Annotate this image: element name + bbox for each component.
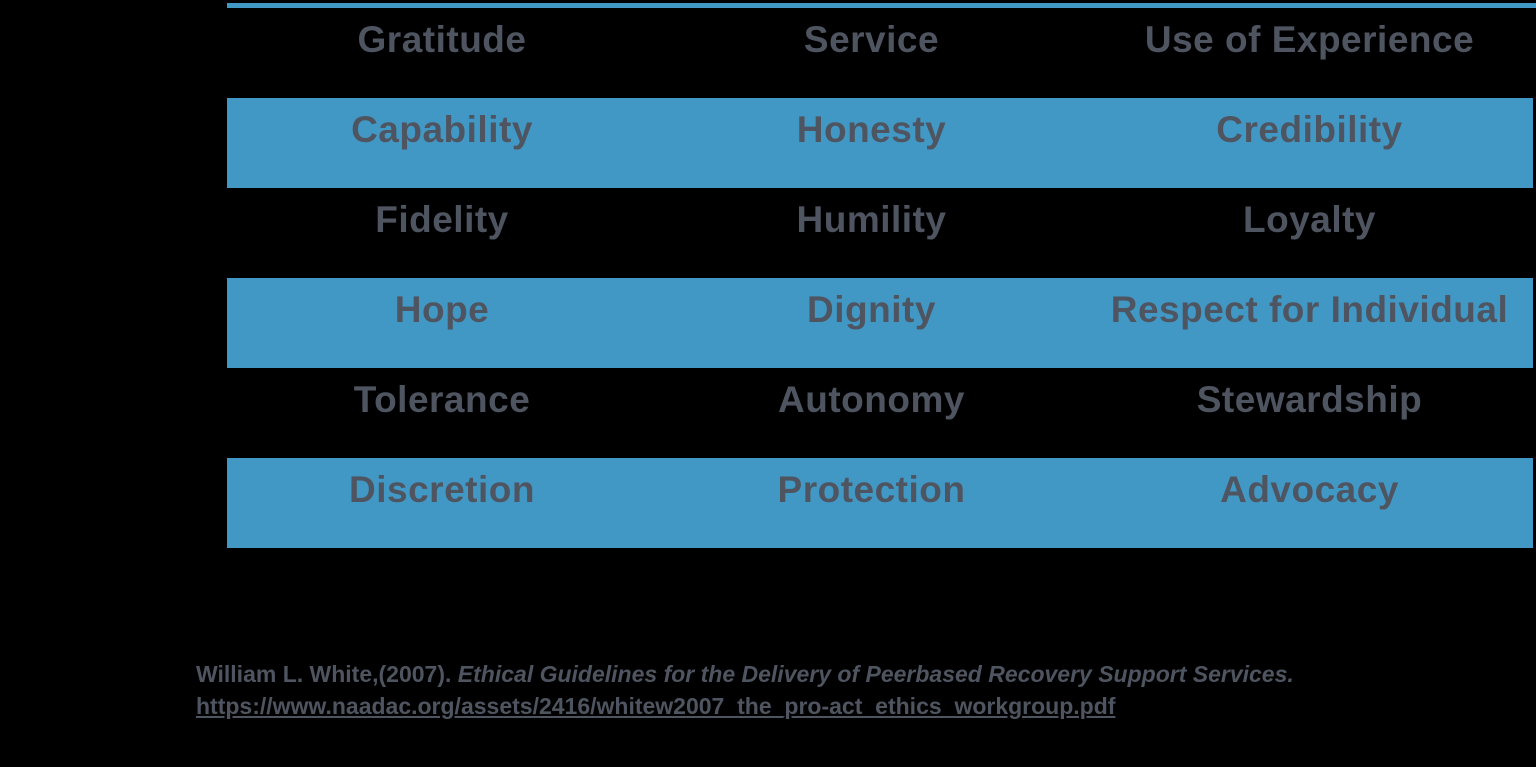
table-cell: Stewardship — [1196, 379, 1423, 420]
table-cell: Autonomy — [778, 379, 965, 420]
citation: William L. White,(2007). Ethical Guideli… — [196, 658, 1346, 722]
table-cell: Respect for Individual — [1110, 289, 1509, 330]
table-cell: Humility — [796, 199, 947, 240]
table-cell: Credibility — [1216, 109, 1403, 150]
table-cell: Fidelity — [375, 199, 509, 240]
table-top-border — [227, 3, 1536, 8]
citation-author: William L. White,(2007). — [196, 661, 458, 687]
table-row: Fidelity Humility Loyalty — [227, 188, 1533, 278]
table-cell: Advocacy — [1220, 469, 1399, 510]
table-cell: Capability — [351, 109, 533, 150]
table-row: Hope Dignity Respect for Individual — [227, 278, 1533, 368]
table-row: Gratitude Service Use of Experience — [227, 8, 1533, 98]
table-cell: Gratitude — [357, 19, 527, 60]
citation-reference-line: William L. White,(2007). Ethical Guideli… — [196, 658, 1346, 690]
table-cell: Hope — [394, 289, 490, 330]
table-cell: Tolerance — [353, 379, 531, 420]
citation-title: Ethical Guidelines for the Delivery of P… — [457, 661, 1294, 687]
table-cell: Honesty — [796, 109, 947, 150]
table-row: Discretion Protection Advocacy — [227, 458, 1533, 548]
table-cell: Use of Experience — [1144, 19, 1475, 60]
table-cell: Loyalty — [1242, 199, 1377, 240]
table-cell: Dignity — [807, 289, 936, 330]
ethics-values-table: Gratitude Service Use of Experience Capa… — [227, 3, 1536, 548]
table-cell: Protection — [777, 469, 966, 510]
citation-link[interactable]: https://www.naadac.org/assets/2416/white… — [196, 693, 1116, 719]
table-row: Capability Honesty Credibility — [227, 98, 1533, 188]
table-cell: Discretion — [349, 469, 535, 510]
table-row: Tolerance Autonomy Stewardship — [227, 368, 1533, 458]
table-cell: Service — [803, 19, 940, 60]
citation-link-line: https://www.naadac.org/assets/2416/white… — [196, 690, 1346, 722]
